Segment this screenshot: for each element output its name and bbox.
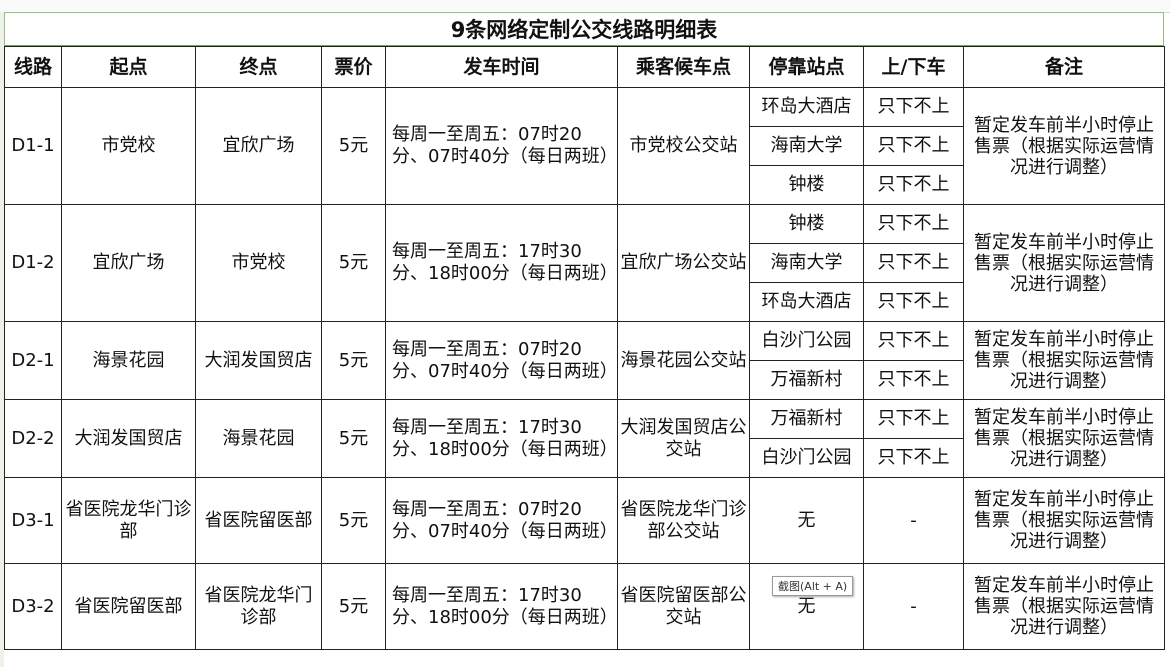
table-row: 海南大学 只下不上 — [5, 126, 1165, 166]
stop-cell[interactable]: 钟楼 — [749, 204, 864, 244]
end-cell[interactable]: 大润发国贸店 — [195, 321, 322, 400]
screenshot-tooltip: 截图(Alt + A) — [772, 576, 854, 596]
board-rule-cell[interactable]: 只下不上 — [863, 87, 964, 127]
header-cell[interactable]: 发车时间 — [385, 46, 618, 88]
stop-cell[interactable]: 万福新村 — [749, 360, 864, 400]
table-row: 环岛大酒店 只下不上 — [5, 282, 1165, 322]
board-rule-cell[interactable]: 只下不上 — [863, 321, 964, 361]
table-title: 9条网络定制公交线路明细表 — [4, 12, 1164, 47]
table-row: 白沙门公园 只下不上 — [5, 438, 1165, 478]
wait-stop-cell[interactable]: 海景花园公交站 — [617, 321, 750, 400]
header-cell[interactable]: 线路 — [4, 46, 62, 88]
start-cell[interactable]: 宜欣广场 — [61, 204, 196, 322]
line-cell[interactable]: D3-2 — [4, 563, 62, 650]
stop-cell[interactable]: 海南大学 — [749, 243, 864, 283]
stop-cell[interactable]: 万福新村 — [749, 399, 864, 439]
board-rule-cell[interactable]: 只下不上 — [863, 243, 964, 283]
line-cell[interactable]: D2-2 — [4, 399, 62, 478]
stop-cell[interactable]: 白沙门公园 — [749, 438, 864, 478]
end-cell[interactable]: 海景花园 — [195, 399, 322, 478]
header-row: 线路 起点 终点 票价 发车时间 乘客候车点 停靠站点 上/下车 备注 — [4, 46, 1165, 88]
time-cell[interactable]: 每周一至周五：17时30分、18时00分（每日两班） — [385, 563, 618, 650]
note-cell[interactable]: 暂定发车前半小时停止售票（根据实际运营情况进行调整） — [963, 563, 1165, 650]
wait-stop-cell[interactable]: 省医院龙华门诊部公交站 — [617, 477, 750, 564]
stop-cell[interactable]: 海南大学 — [749, 126, 864, 166]
start-cell[interactable]: 海景花园 — [61, 321, 196, 400]
line-cell[interactable]: D1-2 — [4, 204, 62, 322]
row-header-strip — [0, 12, 4, 667]
time-cell[interactable]: 每周一至周五：07时20分、07时40分（每日两班） — [385, 321, 618, 400]
price-cell[interactable]: 5元 — [321, 321, 386, 400]
board-rule-cell[interactable]: - — [863, 477, 964, 564]
stop-cell[interactable]: 钟楼 — [749, 165, 864, 205]
time-cell[interactable]: 每周一至周五：07时20分、07时40分（每日两班） — [385, 477, 618, 564]
time-cell[interactable]: 每周一至周五：17时30分、18时00分（每日两班） — [385, 204, 618, 322]
table-row: D2-2 大润发国贸店 海景花园 5元 每周一至周五：17时30分、18时00分（每日两… — [4, 399, 1165, 478]
stop-cell[interactable]: 白沙门公园 — [749, 321, 864, 361]
table-row: D1-1 市党校 宜欣广场 5元 每周一至周五：07时20分、07时40分（每日两班）市… — [4, 87, 1165, 205]
header-cell[interactable]: 停靠站点 — [749, 46, 864, 88]
price-cell[interactable]: 5元 — [321, 204, 386, 322]
price-cell[interactable]: 5元 — [321, 87, 386, 205]
wait-stop-cell[interactable]: 大润发国贸店公交站 — [617, 399, 750, 478]
start-cell[interactable]: 省医院留医部 — [61, 563, 196, 650]
note-cell[interactable]: 暂定发车前半小时停止售票（根据实际运营情况进行调整） — [963, 87, 1165, 205]
line-cell[interactable]: D2-1 — [4, 321, 62, 400]
table-row: 钟楼 只下不上 — [5, 165, 1165, 205]
table-row: 万福新村 只下不上 — [5, 360, 1165, 400]
stop-cell[interactable]: 环岛大酒店 — [749, 282, 864, 322]
end-cell[interactable]: 省医院留医部 — [195, 477, 322, 564]
header-cell[interactable]: 上/下车 — [863, 46, 964, 88]
end-cell[interactable]: 市党校 — [195, 204, 322, 322]
header-cell[interactable]: 起点 — [61, 46, 196, 88]
table-row: D2-1 海景花园 大润发国贸店 5元 每周一至周五：07时20分、07时40分（每日两… — [4, 321, 1165, 400]
start-cell[interactable]: 大润发国贸店 — [61, 399, 196, 478]
wait-stop-cell[interactable]: 市党校公交站 — [617, 87, 750, 205]
price-cell[interactable]: 5元 — [321, 477, 386, 564]
table-row: D3-1 省医院龙华门诊部 省医院留医部 5元 每周一至周五：07时20分、07时40分… — [4, 477, 1165, 564]
header-cell[interactable]: 票价 — [321, 46, 386, 88]
header-cell[interactable]: 终点 — [195, 46, 322, 88]
wait-stop-cell[interactable]: 省医院留医部公交站 — [617, 563, 750, 650]
board-rule-cell[interactable]: 只下不上 — [863, 126, 964, 166]
board-rule-cell[interactable]: 只下不上 — [863, 360, 964, 400]
board-rule-cell[interactable]: 只下不上 — [863, 204, 964, 244]
start-cell[interactable]: 市党校 — [61, 87, 196, 205]
table-row: D3-2 省医院留医部 省医院龙华门诊部 5元 每周一至周五：17时30分、18时00分… — [4, 563, 1165, 650]
note-cell[interactable]: 暂定发车前半小时停止售票（根据实际运营情况进行调整） — [963, 399, 1165, 478]
price-cell[interactable]: 5元 — [321, 563, 386, 650]
end-cell[interactable]: 省医院龙华门诊部 — [195, 563, 322, 650]
wait-stop-cell[interactable]: 宜欣广场公交站 — [617, 204, 750, 322]
stop-cell[interactable]: 环岛大酒店 — [749, 87, 864, 127]
board-rule-cell[interactable]: 只下不上 — [863, 399, 964, 439]
board-rule-cell[interactable]: 只下不上 — [863, 165, 964, 205]
stop-cell[interactable]: 无 — [749, 477, 864, 564]
time-cell[interactable]: 每周一至周五：17时30分、18时00分（每日两班） — [385, 399, 618, 478]
route-table: 线路 起点 终点 票价 发车时间 乘客候车点 停靠站点 上/下车 备注 D1-1… — [4, 46, 1165, 650]
board-rule-cell[interactable]: 只下不上 — [863, 282, 964, 322]
header-cell[interactable]: 乘客候车点 — [617, 46, 750, 88]
note-cell[interactable]: 暂定发车前半小时停止售票（根据实际运营情况进行调整） — [963, 204, 1165, 322]
line-cell[interactable]: D3-1 — [4, 477, 62, 564]
line-cell[interactable]: D1-1 — [4, 87, 62, 205]
table-row: D1-2 宜欣广场 市党校 5元 每周一至周五：17时30分、18时00分（每日两班）宜… — [4, 204, 1165, 322]
time-cell[interactable]: 每周一至周五：07时20分、07时40分（每日两班） — [385, 87, 618, 205]
start-cell[interactable]: 省医院龙华门诊部 — [61, 477, 196, 564]
table-row: 海南大学 只下不上 — [5, 243, 1165, 283]
note-cell[interactable]: 暂定发车前半小时停止售票（根据实际运营情况进行调整） — [963, 477, 1165, 564]
price-cell[interactable]: 5元 — [321, 399, 386, 478]
board-rule-cell[interactable]: - — [863, 563, 964, 650]
header-cell[interactable]: 备注 — [963, 46, 1165, 88]
board-rule-cell[interactable]: 只下不上 — [863, 438, 964, 478]
note-cell[interactable]: 暂定发车前半小时停止售票（根据实际运营情况进行调整） — [963, 321, 1165, 400]
end-cell[interactable]: 宜欣广场 — [195, 87, 322, 205]
